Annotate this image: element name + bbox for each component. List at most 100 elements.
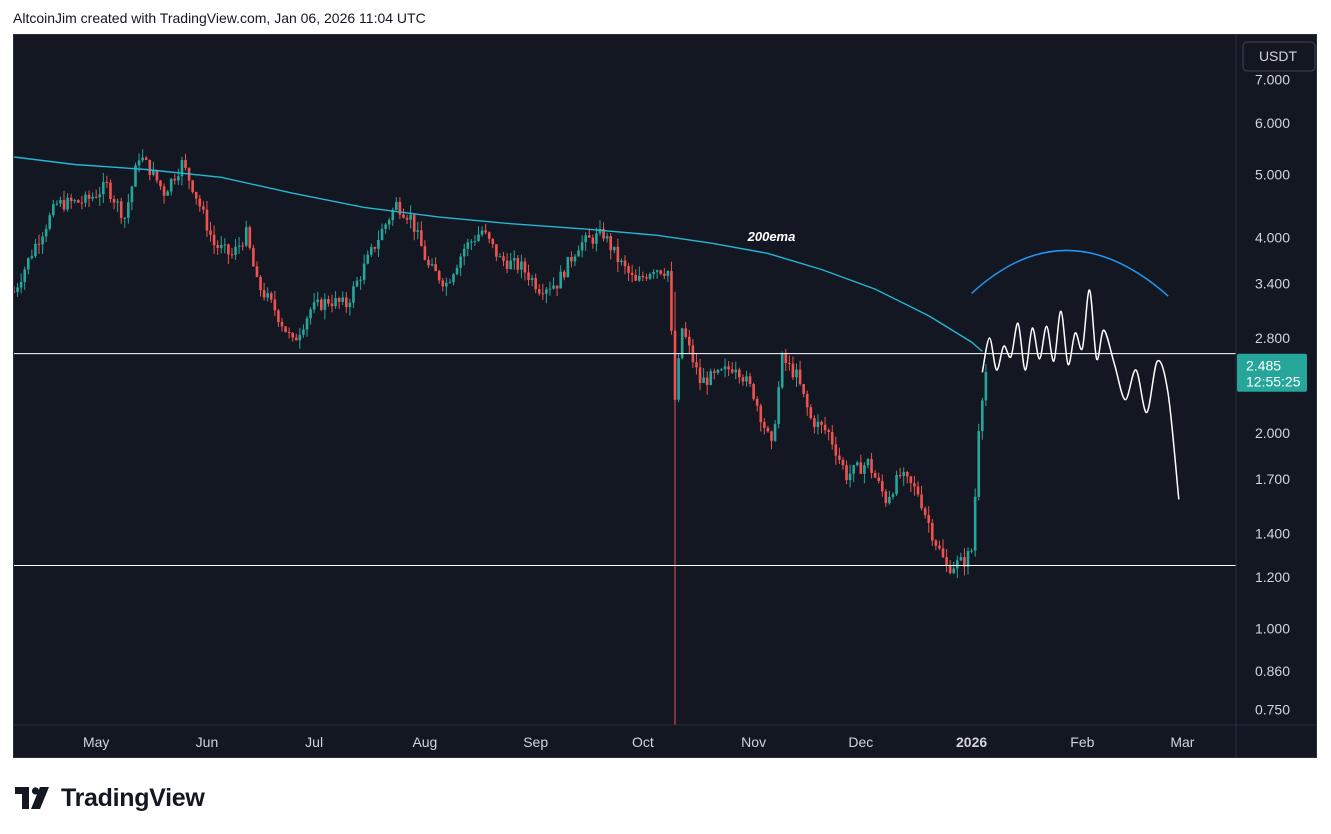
candle-body [241, 245, 244, 247]
candle-body [938, 545, 941, 549]
candle-body [341, 297, 345, 302]
candle [252, 244, 255, 267]
candle-body [845, 465, 848, 481]
candle-body [137, 160, 141, 166]
candle [495, 244, 498, 262]
candle [234, 239, 237, 260]
candle-body [91, 196, 94, 199]
candle-body [237, 245, 241, 247]
candle-body [123, 217, 127, 219]
candle [144, 156, 148, 161]
candle-body [441, 280, 445, 287]
candle [34, 238, 37, 258]
candle-body [984, 372, 988, 401]
candle-body [434, 264, 437, 272]
candle [566, 256, 570, 278]
candle-body [412, 214, 416, 232]
candle-body [770, 431, 773, 441]
candle-body [423, 246, 427, 260]
candle-body [373, 247, 377, 249]
candle [280, 318, 284, 332]
candle [134, 162, 137, 187]
candle [930, 518, 934, 546]
candle-body [916, 486, 920, 495]
candle-body [277, 310, 280, 323]
candle-body [398, 201, 402, 215]
arc-projection [971, 249, 1169, 297]
candle-body [530, 278, 534, 280]
candle-body [223, 244, 227, 246]
time-tick-label: Aug [412, 734, 437, 750]
candle [480, 226, 484, 237]
candle [241, 241, 244, 251]
candle-body [259, 276, 262, 291]
candle-body [766, 427, 770, 432]
candle-body [688, 336, 691, 346]
candle-body [705, 377, 709, 385]
candle-body [41, 236, 44, 245]
candle [259, 275, 262, 297]
candle-body [144, 157, 148, 160]
price-tick-label: 6.000 [1255, 115, 1290, 131]
time-tick-label: 2026 [956, 734, 987, 750]
price-tick-label: 1.200 [1255, 569, 1290, 585]
candle-body [927, 515, 931, 524]
candle [26, 257, 30, 275]
candle [409, 205, 412, 229]
time-axis[interactable]: May Jun Jul Aug Sep Oct Nov Dec 2026 Feb Mar [83, 734, 1195, 750]
footer-brand[interactable]: TradingView [15, 783, 205, 813]
candle [216, 240, 219, 256]
candle [820, 420, 823, 434]
candle [130, 185, 134, 211]
candle [813, 415, 816, 434]
candle-body [37, 243, 41, 245]
candle [627, 263, 630, 281]
candle-body [545, 289, 548, 294]
candle [680, 327, 684, 360]
candle [552, 277, 555, 290]
candle [891, 492, 895, 500]
brand-name: TradingView [61, 783, 205, 812]
candle-body [798, 369, 802, 385]
candle [398, 197, 402, 220]
candle-body [344, 297, 348, 308]
candle-body [702, 377, 705, 383]
candle-body [537, 289, 541, 294]
candle-body [830, 431, 834, 445]
candle [477, 226, 480, 243]
time-tick-label: Mar [1170, 734, 1194, 750]
chart-panel[interactable]: 200ema 7.000 6.000 5.000 4.000 3.400 2.800 2.0… [13, 34, 1317, 758]
candle [784, 349, 788, 372]
candle-body [609, 236, 613, 251]
candle [341, 291, 345, 306]
time-tick-label: Feb [1070, 734, 1094, 750]
price-chart[interactable]: 200ema 7.000 6.000 5.000 4.000 3.400 2.800 2.0… [14, 35, 1316, 757]
candle [738, 367, 741, 384]
candle-body [416, 230, 420, 232]
candle-body [573, 256, 577, 262]
price-axis[interactable]: 7.000 6.000 5.000 4.000 3.400 2.800 2.000 1.700… [1255, 72, 1290, 718]
price-tick-label: 1.000 [1255, 620, 1290, 636]
candle [959, 552, 963, 562]
candle-body [148, 159, 152, 175]
candle-body [14, 291, 16, 293]
candle-body [902, 472, 906, 476]
candle-body [963, 557, 966, 567]
chart-background [14, 35, 1316, 757]
candle [777, 381, 780, 429]
candle-body [216, 245, 219, 248]
candle [77, 199, 80, 204]
candle-body [330, 303, 334, 307]
candle-body [930, 523, 934, 541]
candle [734, 361, 738, 380]
candle-body [516, 258, 520, 270]
candle-body [791, 363, 795, 378]
candle-body [941, 548, 945, 558]
candle-body [952, 568, 956, 574]
currency-badge[interactable]: USDT [1242, 41, 1316, 72]
candle [434, 257, 437, 272]
candle-body [498, 256, 502, 258]
candle [48, 212, 52, 231]
candle-body [230, 254, 234, 256]
candle-body [562, 271, 566, 278]
